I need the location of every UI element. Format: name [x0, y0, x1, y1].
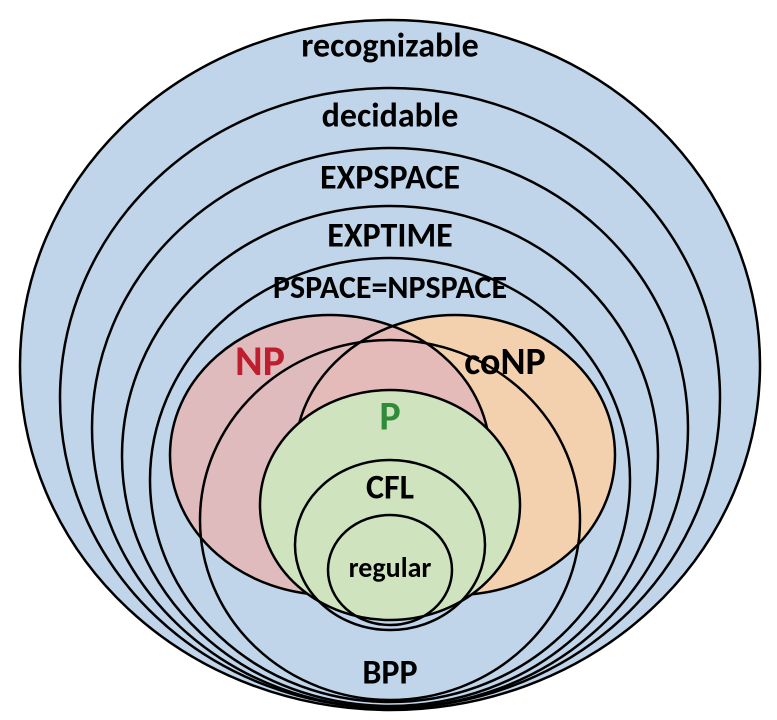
exptime-label: EXPTIME	[327, 215, 453, 256]
np-label: NP	[235, 336, 285, 387]
decidable-label: decidable	[322, 95, 459, 136]
regular-label: regular	[349, 550, 432, 585]
complexity-classes-diagram: recognizable decidable EXPSPACE EXPTIME PSPA…	[0, 0, 777, 720]
conp-label: coNP	[464, 339, 545, 385]
expspace-label: EXPSPACE	[320, 157, 460, 198]
pspace-label: PSPACE=NPSPACE	[273, 268, 507, 307]
recognizable-label: recognizable	[301, 25, 478, 66]
p-label: P	[379, 392, 400, 441]
cfl-label: CFL	[366, 467, 414, 508]
bpp-label: BPP	[362, 652, 417, 693]
